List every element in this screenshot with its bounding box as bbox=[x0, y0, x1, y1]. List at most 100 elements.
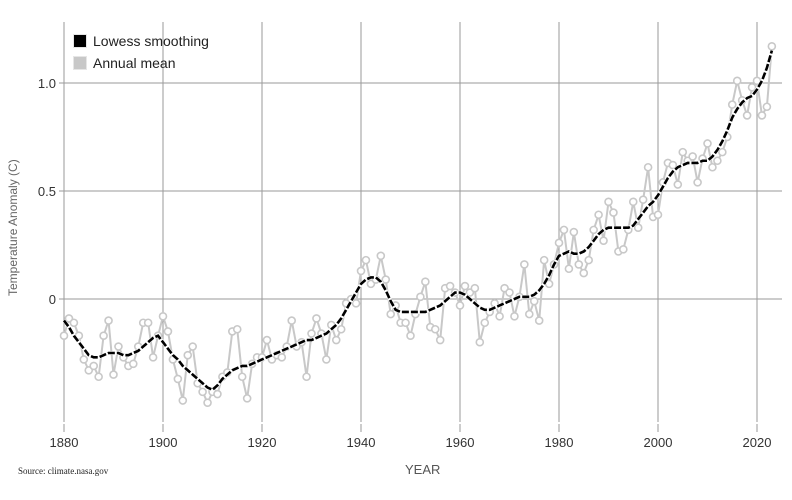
annual-mean-point bbox=[505, 288, 514, 297]
annual-mean-point bbox=[79, 355, 89, 364]
annual-mean-point bbox=[713, 156, 722, 166]
annual-mean-point bbox=[386, 309, 396, 319]
annual-mean-point bbox=[757, 111, 767, 120]
annual-mean-point bbox=[445, 281, 455, 291]
annual-mean-point bbox=[767, 41, 777, 51]
annual-mean-point bbox=[569, 227, 579, 237]
annual-mean-point bbox=[455, 301, 465, 310]
x-tick-label: 1920 bbox=[248, 435, 277, 450]
x-tick-label: 2020 bbox=[743, 435, 772, 450]
annual-mean-point bbox=[678, 147, 688, 157]
annual-mean-point bbox=[628, 197, 638, 207]
annual-mean-point bbox=[742, 111, 752, 120]
annual-mean-point bbox=[183, 350, 193, 360]
annual-mean-point bbox=[89, 361, 98, 371]
annual-mean-point bbox=[59, 331, 69, 341]
annual-mean-point bbox=[178, 396, 188, 405]
annual-mean-point bbox=[619, 245, 628, 254]
annual-mean-point bbox=[173, 374, 183, 384]
annual-mean-point bbox=[381, 275, 391, 284]
annual-mean-point bbox=[510, 311, 519, 321]
annual-mean-point bbox=[307, 329, 316, 338]
legend-swatch-annual-mean bbox=[73, 56, 87, 70]
annual-mean-point bbox=[732, 76, 742, 86]
annual-mean-point bbox=[693, 178, 702, 187]
annual-mean-point bbox=[351, 299, 361, 308]
annual-mean-point bbox=[520, 260, 529, 269]
annual-mean-point bbox=[435, 335, 445, 345]
annual-mean-point bbox=[643, 162, 653, 172]
annual-mean-point bbox=[688, 152, 697, 161]
annual-mean-point bbox=[232, 324, 242, 334]
annual-mean-point bbox=[633, 223, 643, 233]
annual-mean-point bbox=[356, 266, 366, 276]
annual-mean-point bbox=[584, 255, 594, 265]
annual-mean-point bbox=[594, 210, 603, 220]
y-tick-label: 0 bbox=[49, 292, 56, 307]
annual-mean-point bbox=[104, 316, 113, 325]
annual-mean-point bbox=[114, 342, 123, 351]
annual-mean-point bbox=[361, 255, 371, 265]
annual-mean-point bbox=[564, 264, 574, 274]
annual-mean-point bbox=[242, 394, 252, 403]
annual-mean-point bbox=[376, 251, 386, 261]
annual-mean-point bbox=[524, 309, 534, 319]
annual-mean-point bbox=[480, 318, 490, 328]
annual-mean-point bbox=[322, 355, 331, 364]
x-tick-label: 1880 bbox=[50, 435, 79, 450]
annual-mean-point bbox=[529, 296, 539, 306]
annual-mean-point bbox=[287, 316, 297, 325]
legend-label-annual-mean: Annual mean bbox=[93, 55, 176, 71]
annual-mean-point bbox=[213, 389, 222, 399]
annual-mean-point bbox=[69, 318, 79, 328]
annual-mean-point bbox=[727, 100, 737, 109]
annual-mean-point bbox=[129, 359, 138, 369]
annual-mean-point bbox=[302, 372, 311, 382]
annual-mean-point bbox=[188, 342, 197, 351]
y-axis-label: Temperature Anomaly (C) bbox=[6, 159, 20, 296]
legend-item-lowess: Lowess smoothing bbox=[73, 30, 209, 52]
annual-mean-point bbox=[579, 268, 589, 278]
annual-mean-point bbox=[277, 353, 287, 362]
annual-mean-point bbox=[589, 225, 598, 235]
legend: Lowess smoothing Annual mean bbox=[73, 30, 209, 74]
source-note: Source: climate.nasa.gov bbox=[18, 466, 109, 476]
annual-mean-point bbox=[475, 337, 485, 347]
annual-mean-point bbox=[460, 281, 470, 291]
annual-mean-point bbox=[109, 370, 118, 379]
x-tick-label: 1940 bbox=[347, 435, 376, 450]
legend-item-annual-mean: Annual mean bbox=[73, 52, 209, 74]
x-tick-label: 1900 bbox=[149, 435, 178, 450]
legend-label-lowess: Lowess smoothing bbox=[93, 33, 209, 49]
x-axis-label: YEAR bbox=[405, 462, 441, 477]
annual-mean-point bbox=[336, 324, 346, 334]
annual-mean-point bbox=[163, 327, 173, 336]
annual-mean-point bbox=[416, 292, 425, 302]
annual-mean-point bbox=[539, 255, 549, 265]
annual-mean-point bbox=[99, 331, 108, 341]
annual-mean-point bbox=[762, 102, 772, 112]
x-tick-label: 1960 bbox=[446, 435, 475, 450]
annual-mean-point bbox=[331, 335, 341, 345]
annual-mean-point bbox=[718, 147, 727, 157]
annual-mean-point bbox=[495, 311, 504, 321]
annual-mean-point bbox=[148, 353, 158, 362]
annual-mean-point bbox=[262, 335, 272, 345]
annual-mean-point bbox=[653, 210, 663, 220]
annual-mean-point bbox=[574, 260, 584, 269]
annual-mean-point bbox=[312, 314, 321, 323]
annual-mean-point bbox=[668, 160, 678, 170]
annual-mean-point bbox=[673, 180, 683, 189]
annual-mean-point bbox=[406, 331, 415, 341]
annual-mean-point bbox=[470, 283, 480, 293]
legend-swatch-lowess bbox=[73, 34, 87, 48]
annual-mean-point bbox=[708, 162, 717, 172]
annual-mean-point bbox=[143, 318, 153, 328]
annual-mean-point bbox=[94, 372, 103, 382]
annual-mean-point bbox=[609, 208, 618, 217]
x-tick-label: 2000 bbox=[644, 435, 673, 450]
annual-mean-point bbox=[430, 324, 440, 334]
lowess-smoothing-line bbox=[62, 50, 774, 392]
